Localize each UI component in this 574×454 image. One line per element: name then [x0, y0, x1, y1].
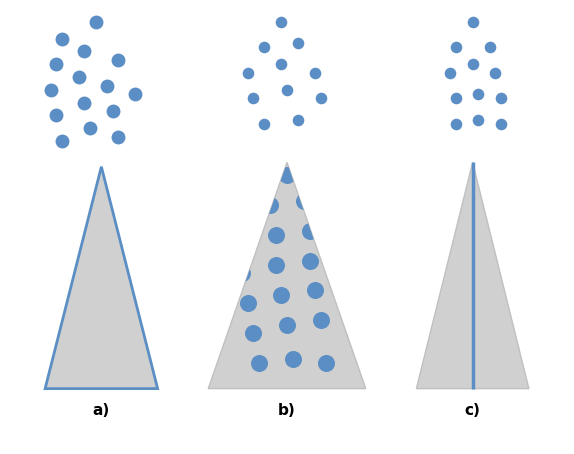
Point — [451, 44, 460, 51]
Point — [282, 321, 292, 328]
Point — [80, 99, 89, 106]
Point — [288, 355, 297, 362]
Point — [468, 61, 477, 68]
Point — [316, 184, 325, 192]
Point — [243, 300, 252, 307]
Point — [474, 116, 483, 123]
Point — [260, 120, 269, 128]
Point — [496, 120, 505, 128]
Point — [52, 61, 61, 68]
Point — [80, 48, 89, 55]
Point — [271, 232, 280, 239]
Point — [451, 120, 460, 128]
Point — [496, 95, 505, 102]
Point — [238, 270, 247, 277]
Point — [232, 210, 241, 217]
Point — [102, 82, 111, 89]
Point — [277, 18, 286, 25]
Point — [86, 125, 95, 132]
Point — [277, 61, 286, 68]
Point — [249, 95, 258, 102]
Point — [254, 360, 263, 367]
Point — [305, 227, 314, 234]
Point — [249, 180, 258, 188]
Point — [344, 300, 354, 307]
Point — [485, 44, 494, 51]
Polygon shape — [45, 167, 158, 389]
Point — [91, 18, 100, 25]
Point — [114, 56, 123, 64]
Point — [451, 95, 460, 102]
Point — [339, 240, 348, 247]
Text: a): a) — [93, 404, 110, 419]
Point — [243, 69, 252, 76]
Point — [294, 116, 303, 123]
Point — [299, 197, 308, 204]
Point — [445, 69, 455, 76]
Point — [322, 360, 331, 367]
Point — [52, 112, 61, 119]
Point — [57, 138, 67, 145]
Point — [282, 172, 292, 179]
Point — [108, 108, 117, 115]
Point — [130, 90, 139, 98]
Point — [305, 257, 314, 264]
Polygon shape — [416, 163, 529, 389]
Point — [311, 287, 320, 294]
Point — [294, 39, 303, 47]
Point — [350, 330, 359, 337]
Text: b): b) — [278, 404, 296, 419]
Point — [266, 202, 275, 209]
Text: c): c) — [465, 404, 480, 419]
Point — [282, 86, 292, 94]
Point — [238, 240, 247, 247]
Point — [474, 90, 483, 98]
Point — [311, 69, 320, 76]
Point — [46, 86, 55, 94]
Point — [271, 261, 280, 268]
Point — [316, 317, 325, 324]
Point — [114, 133, 123, 140]
Polygon shape — [208, 163, 366, 389]
Point — [57, 35, 67, 42]
Point — [316, 95, 325, 102]
Point — [339, 270, 348, 277]
Point — [333, 210, 342, 217]
Point — [468, 18, 477, 25]
Point — [277, 291, 286, 298]
Point — [249, 330, 258, 337]
Point — [74, 74, 83, 81]
Point — [491, 69, 500, 76]
Point — [260, 44, 269, 51]
